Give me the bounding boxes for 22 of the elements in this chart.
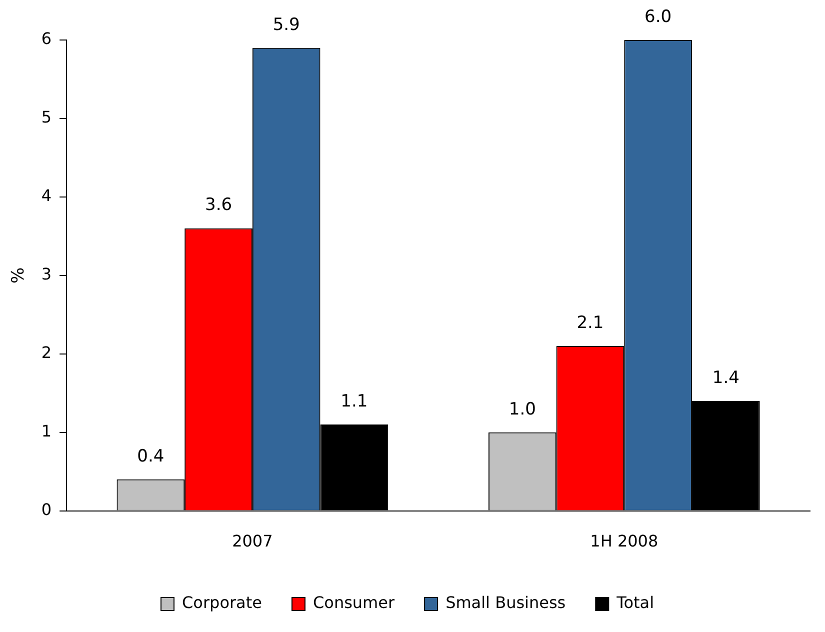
legend-label: Corporate (182, 593, 262, 612)
data-label: 6.0 (644, 6, 672, 27)
data-label: 3.6 (204, 195, 232, 216)
y-axis-title: % (8, 267, 29, 284)
y-tick-label: 6 (41, 29, 52, 48)
data-label: 0.4 (137, 446, 164, 466)
y-tick-label: 2 (41, 343, 52, 362)
data-label: 2.1 (576, 312, 604, 333)
x-tick-label: 2007 (232, 532, 273, 551)
y-tick-label: 1 (41, 421, 52, 440)
data-label: 1.0 (508, 399, 536, 420)
x-tick-label: 1H 2008 (590, 532, 658, 551)
data-label: 1.4 (712, 368, 740, 388)
legend-label: Small Business (446, 593, 566, 612)
y-tick-label: 3 (41, 264, 52, 284)
legend-label: Consumer (312, 593, 395, 612)
data-label: 1.1 (340, 391, 368, 412)
legend-label: Total (616, 593, 654, 612)
y-tick-label: 0 (41, 500, 52, 519)
y-tick-label: 4 (41, 186, 52, 206)
data-label: 5.9 (272, 14, 300, 35)
y-tick-label: 5 (41, 108, 52, 127)
